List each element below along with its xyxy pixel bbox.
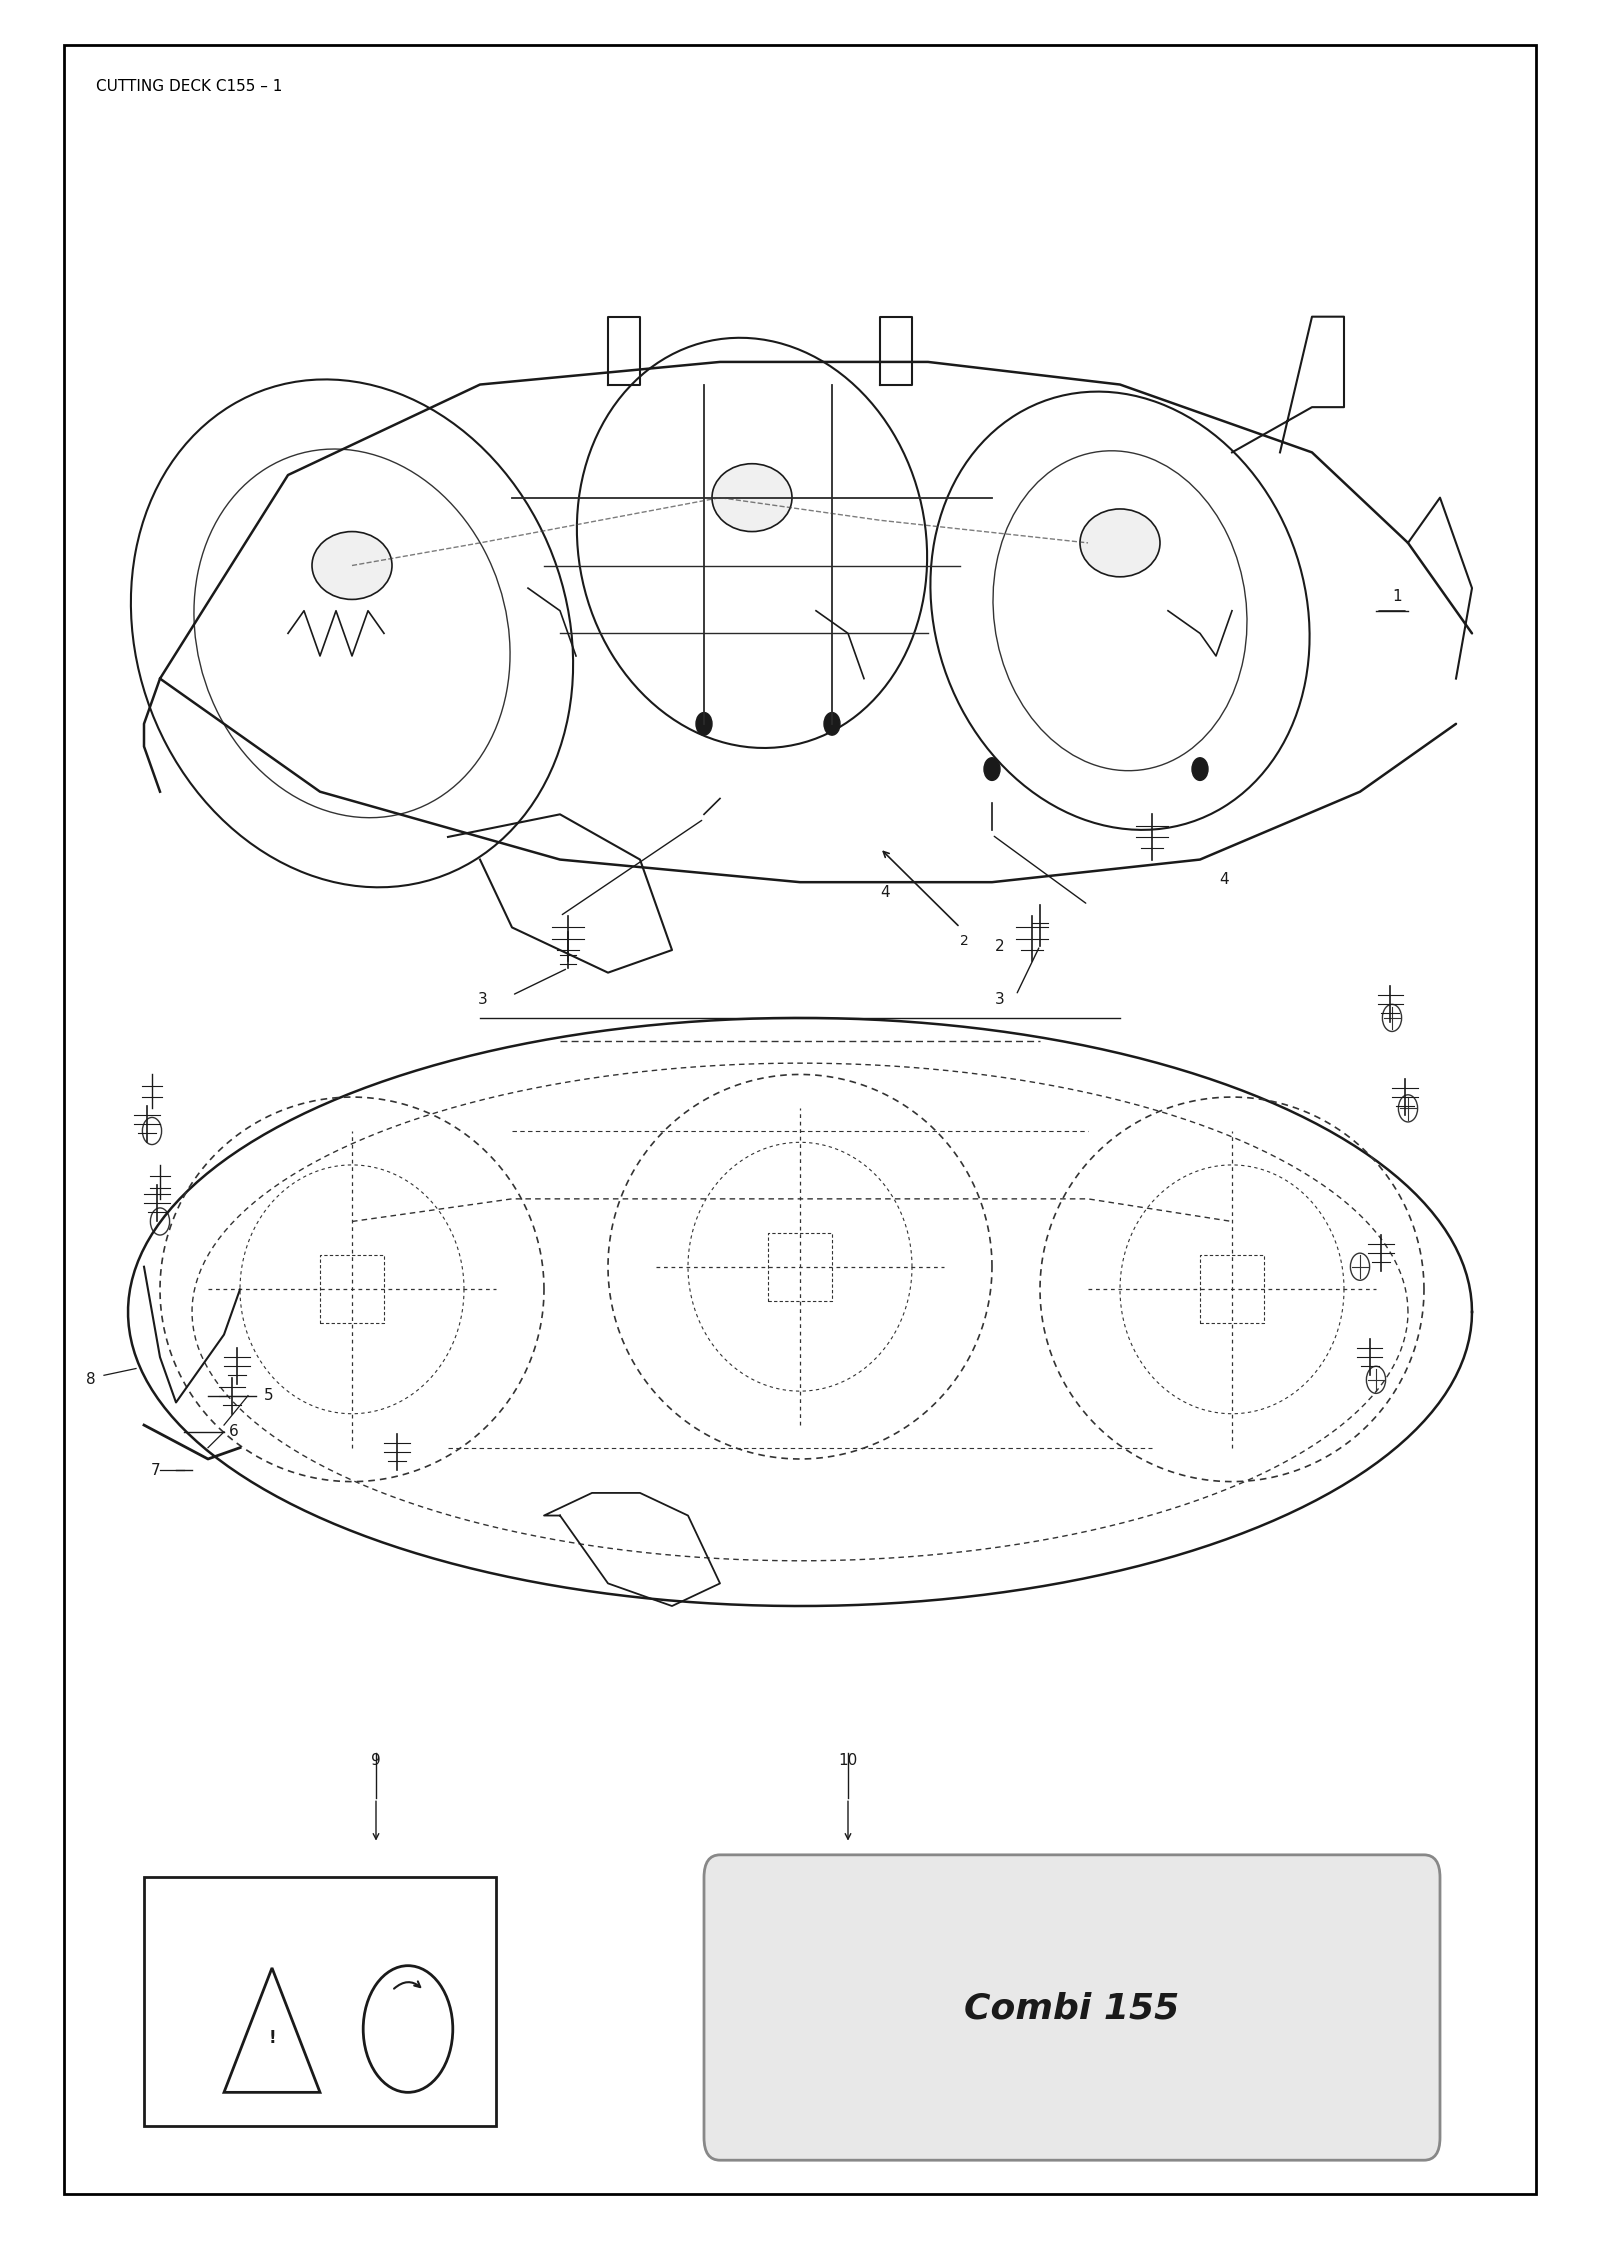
Text: !: !: [269, 2029, 275, 2047]
Text: 10: 10: [838, 1753, 858, 1769]
Text: Combi 155: Combi 155: [965, 1991, 1179, 2027]
FancyBboxPatch shape: [704, 1855, 1440, 2160]
Ellipse shape: [312, 532, 392, 599]
FancyBboxPatch shape: [144, 1877, 496, 2126]
Text: 3: 3: [478, 993, 488, 1007]
Text: 2: 2: [995, 939, 1005, 955]
Text: 2: 2: [960, 934, 968, 948]
Circle shape: [1192, 758, 1208, 780]
Text: 6: 6: [229, 1425, 238, 1439]
Circle shape: [696, 713, 712, 735]
Ellipse shape: [712, 464, 792, 532]
Text: 7: 7: [150, 1464, 160, 1477]
Text: 9: 9: [371, 1753, 381, 1769]
Ellipse shape: [1080, 509, 1160, 577]
Text: CUTTING DECK C155 – 1: CUTTING DECK C155 – 1: [96, 79, 282, 95]
Text: 8: 8: [86, 1373, 96, 1387]
Circle shape: [824, 713, 840, 735]
Text: 4: 4: [1219, 871, 1229, 887]
Circle shape: [363, 1966, 453, 2092]
Text: 1: 1: [1392, 588, 1402, 604]
Text: 5: 5: [264, 1389, 274, 1402]
Text: 3: 3: [995, 993, 1005, 1007]
Circle shape: [984, 758, 1000, 780]
Text: 4: 4: [880, 884, 890, 900]
Polygon shape: [224, 1968, 320, 2092]
